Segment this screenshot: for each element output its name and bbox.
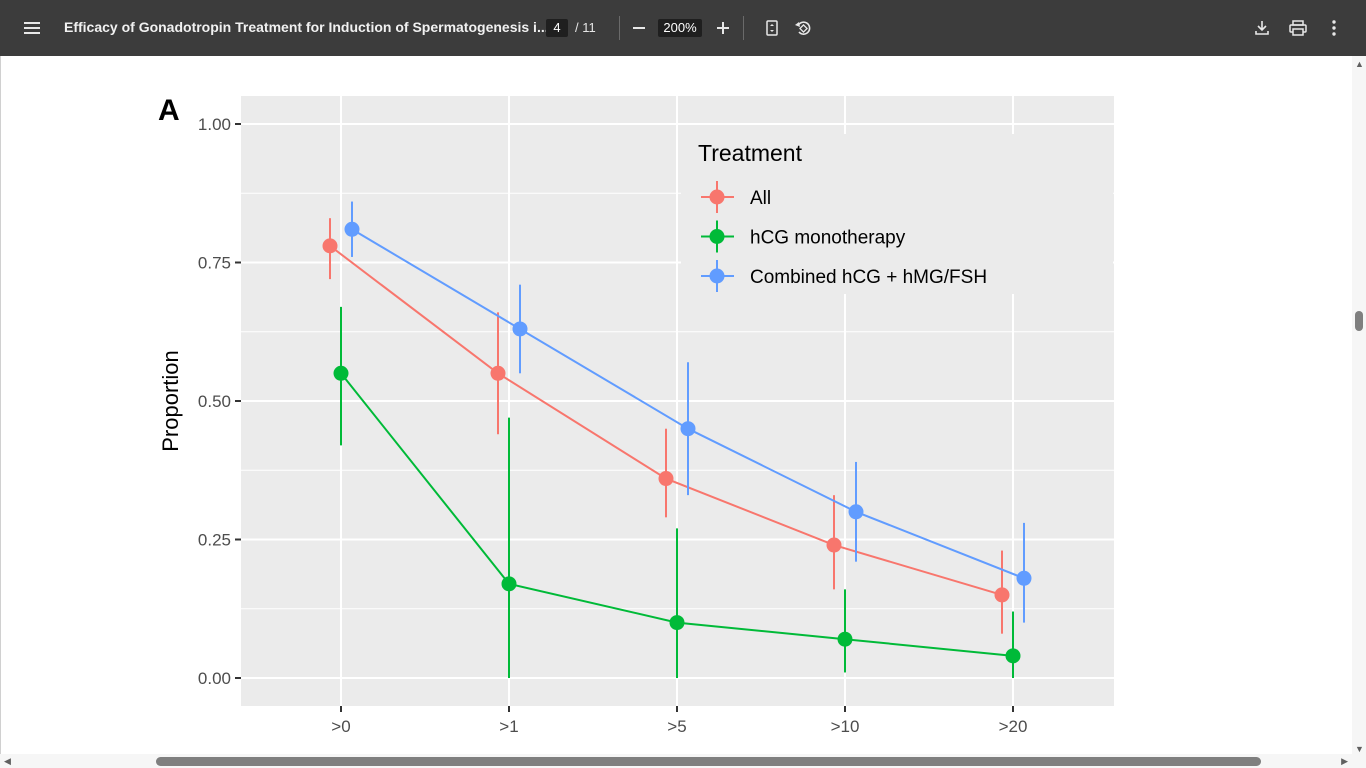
legend-item: Combined hCG + hMG/FSH [701,260,987,292]
data-point [680,421,696,437]
data-point [501,576,517,592]
data-point [669,615,685,631]
data-point [322,238,338,254]
minus-icon [633,27,645,29]
data-point [994,587,1010,603]
rotate-icon [795,21,811,35]
y-tick-label: 0.00 [198,669,231,688]
toolbar-divider [619,16,620,40]
plus-icon [717,22,729,34]
download-icon [1255,21,1269,35]
data-point [826,537,842,553]
fit-page-icon [766,20,778,36]
horizontal-scroll-thumb[interactable] [156,757,1261,766]
scroll-left-icon[interactable]: ◀ [4,756,11,766]
pdf-toolbar: Efficacy of Gonadotropin Treatment for I… [0,0,1366,56]
scroll-up-icon[interactable]: ▲ [1355,59,1364,69]
scroll-down-icon[interactable]: ▼ [1355,744,1364,754]
figure-chart: A 0.00 0.25 0.50 0.75 1.00 >0 >1 >5 >10 >20 Treat… [158,94,1114,736]
y-tick-label: 0.25 [198,531,231,550]
legend-label: hCG monotherapy [750,228,906,249]
more-options-button[interactable] [1320,14,1348,42]
rotate-button[interactable] [789,14,817,42]
axes: 0.00 0.25 0.50 0.75 1.00 >0 >1 >5 >10 >20 [198,115,1028,736]
legend-key-point [709,189,725,205]
zoom-level-input[interactable]: 200% [658,19,702,37]
scroll-right-icon[interactable]: ▶ [1341,756,1348,766]
y-axis-title: Proportion [158,350,183,452]
data-point [490,365,506,381]
legend-label: All [750,188,771,209]
data-point [837,631,853,647]
print-icon [1289,20,1307,36]
more-vert-icon [1332,20,1336,36]
vertical-scroll-thumb[interactable] [1355,311,1363,331]
legend-item: hCG monotherapy [701,220,906,253]
pdf-viewport[interactable]: A 0.00 0.25 0.50 0.75 1.00 >0 >1 >5 >10 >20 Treat… [0,56,1366,768]
legend-key-point [709,229,725,244]
page-total: / 11 [575,20,596,35]
legend-title: Treatment [698,140,803,166]
data-point [344,221,360,237]
zoom-in-button[interactable] [709,14,737,42]
legend-background [681,134,1113,294]
y-tick-label: 0.75 [198,254,231,273]
y-tick-label: 0.50 [198,392,231,411]
series-1 [333,306,1021,678]
data-point [1016,570,1032,586]
data-point [658,471,674,487]
x-tick-label: >0 [331,717,350,736]
legend: Treatment All hCG monotherapy Combined hCG … [681,134,1113,294]
series-0 [322,218,1010,634]
x-tick-label: >5 [667,717,686,736]
zoom-out-button[interactable] [625,14,653,42]
x-tick-label: >20 [999,717,1028,736]
data-point [512,321,528,337]
series-2 [344,201,1032,623]
download-button[interactable] [1248,14,1276,42]
series-group [322,201,1032,678]
y-tick-label: 1.00 [198,115,231,134]
toolbar-divider [743,16,744,40]
page-number-input[interactable]: 4 [546,19,568,37]
vertical-scrollbar[interactable]: ▲ ▼ [1352,56,1366,756]
legend-key-point [709,268,725,284]
data-point [333,365,349,381]
horizontal-scrollbar[interactable]: ◀ ▶ [0,754,1366,768]
data-point [848,504,864,520]
x-tick-label: >1 [499,717,518,736]
x-tick-label: >10 [831,717,860,736]
data-point [1005,648,1021,664]
legend-label: Combined hCG + hMG/FSH [750,267,987,288]
panel-label: A [158,94,180,127]
document-title: Efficacy of Gonadotropin Treatment for I… [64,19,549,35]
menu-icon[interactable] [18,16,46,40]
print-button[interactable] [1284,14,1312,42]
legend-item: All [701,181,771,213]
fit-page-button[interactable] [758,14,786,42]
